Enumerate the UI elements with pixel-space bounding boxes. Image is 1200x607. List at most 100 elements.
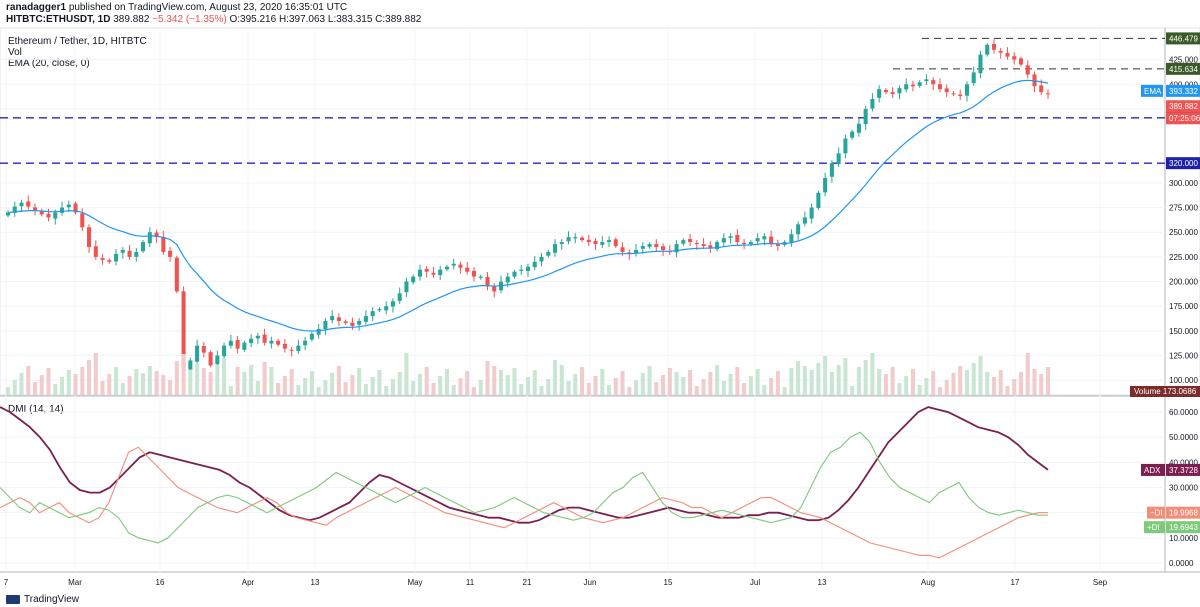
- price-tick-label: 300.000: [1169, 179, 1198, 188]
- volume-bar: [667, 368, 672, 395]
- time-tick-label: Apr: [242, 578, 255, 587]
- volume-bar: [492, 366, 497, 395]
- volume-bar: [390, 379, 395, 395]
- time-tick-label: May: [407, 578, 422, 587]
- volume-bar: [141, 373, 146, 395]
- last-price: 389.882: [113, 14, 150, 25]
- volume-bar: [1025, 353, 1030, 395]
- candle-body: [377, 309, 382, 311]
- volume-bar: [573, 374, 578, 395]
- volume-bar: [728, 374, 733, 395]
- candle-body: [883, 89, 888, 93]
- volume-bar: [701, 379, 706, 395]
- dmi-series-line: [0, 406, 1049, 524]
- candle-body: [363, 316, 368, 322]
- volume-bar: [505, 375, 510, 395]
- candle-body: [654, 244, 659, 248]
- candle-body: [242, 342, 247, 350]
- candle-body: [87, 227, 92, 248]
- dmi-tick-label: 60.0000: [1169, 408, 1198, 417]
- candle-body: [485, 277, 490, 287]
- volume-bar: [289, 369, 294, 395]
- dmi-series-line: [0, 446, 1048, 559]
- candle-body: [276, 340, 281, 345]
- volume-bar: [282, 376, 287, 395]
- candle-body: [1039, 85, 1044, 93]
- dmi-value-tag-bg: [1166, 506, 1200, 519]
- time-tick-label: Mar: [68, 578, 82, 587]
- candle-body: [634, 249, 639, 254]
- candle-body: [492, 286, 497, 292]
- candle-body: [971, 72, 976, 84]
- symbol-label: HITBTC:ETHUSDT, 1D: [6, 14, 111, 25]
- candle-body: [924, 79, 929, 82]
- volume-bar: [580, 367, 585, 395]
- volume-bar: [951, 373, 956, 395]
- volume-bar: [154, 371, 159, 395]
- candle-body: [127, 250, 132, 257]
- volume-bar: [269, 367, 274, 395]
- volume-bar: [330, 373, 335, 395]
- volume-bar: [215, 365, 220, 395]
- level-tag-bg: [1166, 62, 1200, 75]
- instrument-title[interactable]: Ethereum / Tether, 1D, HITBTC: [8, 36, 147, 47]
- candle-body: [985, 44, 990, 55]
- volume-bar: [19, 373, 24, 395]
- ema-legend[interactable]: EMA (20, close, 0): [8, 58, 90, 69]
- volume-bar: [377, 370, 382, 395]
- candle-body: [789, 234, 794, 243]
- time-tick-label: 15: [664, 578, 673, 587]
- volume-bar: [39, 375, 44, 395]
- candle-body: [877, 89, 882, 98]
- candle-body: [282, 343, 287, 349]
- volume-legend[interactable]: Vol: [8, 47, 22, 58]
- volume-bar: [1018, 372, 1024, 395]
- volume-bar: [465, 371, 470, 395]
- volume-bar: [762, 385, 767, 395]
- volume-bar: [559, 365, 564, 395]
- dmi-name-tag: −DI: [1150, 509, 1163, 518]
- candle-body: [465, 267, 470, 272]
- price-tick-label: 175.000: [1169, 302, 1198, 311]
- level-tag-bg: [1166, 157, 1200, 170]
- volume-bar: [411, 381, 416, 395]
- volume-bar: [228, 386, 233, 395]
- candle-body: [32, 207, 38, 211]
- candle-body: [593, 240, 598, 245]
- volume-bar: [87, 360, 92, 395]
- candle-body: [316, 328, 321, 335]
- candle-body: [856, 123, 861, 133]
- volume-bar: [607, 385, 612, 395]
- candle-body: [748, 242, 753, 245]
- volume-bar: [654, 382, 659, 395]
- time-tick-label: Jun: [584, 578, 597, 587]
- candle-body: [890, 92, 895, 95]
- price-tick-label: 275.000: [1169, 204, 1198, 213]
- dmi-tick-label: 10.0000: [1169, 534, 1198, 543]
- candle-body: [512, 271, 517, 277]
- ema-tag-value: 393.332: [1169, 87, 1198, 96]
- candle-body: [964, 84, 969, 96]
- volume-bar: [93, 353, 98, 395]
- candle-body: [12, 206, 17, 213]
- candle-body: [580, 237, 585, 241]
- volume-bar: [1032, 369, 1037, 395]
- candle-body: [431, 272, 436, 275]
- volume-bar: [32, 382, 38, 395]
- author-name[interactable]: ranadagger1: [6, 2, 67, 13]
- volume-bar: [532, 370, 537, 395]
- candle-body: [586, 239, 591, 243]
- time-tick-label: 21: [523, 578, 532, 587]
- dmi-name-tag-bg: [1141, 463, 1165, 476]
- volume-bar: [613, 378, 618, 395]
- volume-bar: [451, 385, 456, 395]
- candle-body: [188, 360, 193, 370]
- candle-body: [1018, 58, 1024, 65]
- price-tick-label: 400.000: [1169, 80, 1198, 89]
- dmi-legend[interactable]: DMI (14, 14): [8, 404, 64, 415]
- candle-body: [546, 251, 551, 256]
- tradingview-logo[interactable]: TradingView: [6, 594, 79, 605]
- candle-body: [114, 253, 119, 262]
- candle-body: [80, 213, 85, 228]
